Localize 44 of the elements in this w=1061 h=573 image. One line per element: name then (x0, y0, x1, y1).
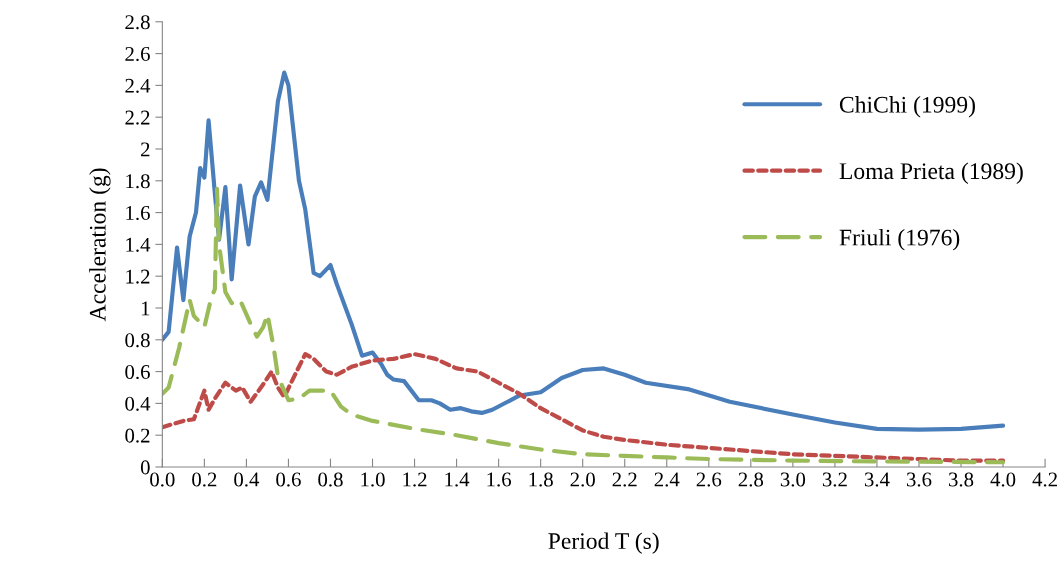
x-tick-label: 2.8 (738, 472, 764, 487)
x-tick-label: 4.0 (990, 472, 1016, 487)
legend-label: Loma Prieta (1989) (839, 162, 1023, 184)
legend-label: ChiChi (1999) (839, 96, 975, 118)
x-tick-label: 0.2 (192, 472, 217, 487)
y-tick-label: 1.8 (126, 174, 150, 189)
y-tick-label: 0.2 (125, 428, 150, 443)
y-tick-label: 2 (141, 142, 150, 157)
x-tick-label: 3.4 (864, 472, 890, 487)
x-tick-label: 3.8 (948, 472, 974, 487)
x-axis-title: Period T (s) (548, 532, 659, 554)
x-tick-label: 2.0 (570, 472, 595, 487)
x-tick-label: 1.0 (361, 472, 385, 487)
y-tick-label: 2.8 (125, 15, 150, 30)
x-tick-label: 1.6 (487, 472, 512, 487)
x-tick-label: 3.2 (822, 472, 847, 487)
y-tick-label: 1.2 (126, 269, 150, 284)
y-tick-label: 0.6 (125, 364, 150, 380)
x-tick-label: 1.8 (529, 472, 553, 487)
x-tick-label: 3.6 (906, 472, 932, 487)
y-tick-label: 2.6 (125, 47, 150, 62)
y-tick-label: 1.6 (126, 206, 150, 221)
x-tick-label: 2.6 (696, 472, 722, 487)
y-tick-label: 1 (141, 301, 150, 316)
y-tick-label: 2.2 (125, 110, 150, 125)
x-tick-label: 2.2 (612, 472, 637, 487)
line-series (162, 186, 1006, 465)
x-tick-label: 3.0 (780, 472, 806, 487)
x-tick-label: 0.6 (276, 472, 301, 487)
y-tick-label: 2.4 (125, 78, 151, 93)
y-axis-title: Acceleration (g) (89, 168, 111, 322)
legend-label: Friuli (1976) (839, 228, 960, 251)
y-tick-label: 1.4 (126, 237, 151, 252)
line-series (162, 352, 1006, 463)
y-tick-label: 0.4 (125, 396, 151, 411)
x-tick-label: 4.2 (1032, 472, 1057, 487)
x-tick-label: 2.4 (654, 472, 680, 487)
y-tick-label: 0.8 (125, 333, 150, 348)
x-tick-label: 1.4 (445, 472, 470, 487)
x-tick-label: 0.8 (318, 472, 343, 487)
x-tick-label: 0.0 (150, 472, 175, 487)
y-tick-label: 0 (140, 460, 150, 475)
x-tick-label: 1.2 (403, 472, 427, 487)
x-tick-label: 0.4 (234, 472, 260, 487)
